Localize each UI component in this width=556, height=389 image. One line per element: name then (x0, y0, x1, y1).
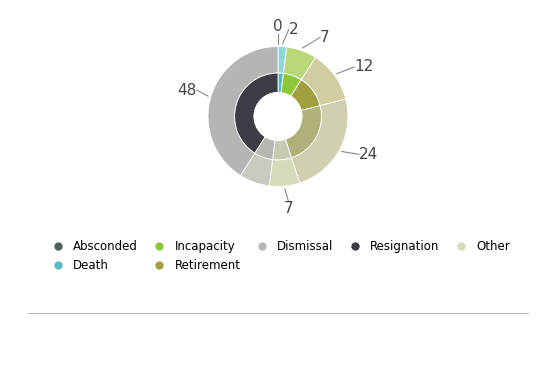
Wedge shape (291, 80, 320, 110)
Wedge shape (301, 58, 346, 106)
Wedge shape (272, 139, 291, 160)
Wedge shape (241, 153, 272, 186)
Text: 12: 12 (354, 60, 374, 74)
Wedge shape (235, 73, 278, 153)
Wedge shape (281, 74, 301, 96)
Wedge shape (291, 99, 348, 183)
Wedge shape (284, 47, 315, 80)
Wedge shape (278, 73, 284, 93)
Text: 2: 2 (289, 22, 298, 37)
Text: 48: 48 (177, 82, 197, 98)
Text: 7: 7 (284, 201, 293, 216)
Legend: Absconded, Death, Incapacity, Retirement, Dismissal, Resignation, Other: Absconded, Death, Incapacity, Retirement… (41, 236, 515, 277)
Text: 0: 0 (273, 19, 283, 34)
Circle shape (254, 93, 302, 140)
Wedge shape (255, 137, 275, 159)
Wedge shape (269, 158, 300, 186)
Wedge shape (285, 106, 321, 158)
Wedge shape (278, 47, 287, 74)
Text: 7: 7 (320, 30, 330, 45)
Wedge shape (208, 47, 278, 175)
Text: 24: 24 (359, 147, 379, 162)
